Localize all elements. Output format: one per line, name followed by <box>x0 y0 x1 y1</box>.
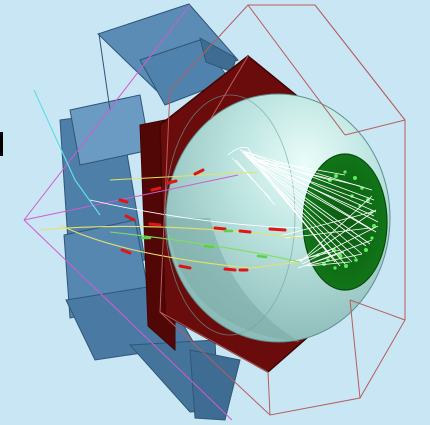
track-magenta <box>23 219 233 421</box>
green-markers <box>140 229 268 259</box>
sphere-shadow <box>166 218 300 342</box>
track-green <box>109 231 301 263</box>
track-cyan <box>33 89 101 216</box>
wireframe <box>159 4 406 416</box>
red-markers <box>118 168 287 272</box>
detector-disc <box>302 153 388 291</box>
blue-plate <box>189 349 241 421</box>
tracks <box>23 4 301 421</box>
axis-tick <box>0 132 3 156</box>
track-magenta <box>23 174 239 221</box>
track-yellow <box>59 224 301 269</box>
plate-edge <box>98 33 111 111</box>
track-magenta <box>23 4 191 221</box>
track-yellow <box>109 171 259 181</box>
photon-rays <box>227 146 379 269</box>
track-white <box>89 199 301 229</box>
detector-cap <box>302 153 388 291</box>
track-yellow <box>39 225 301 239</box>
